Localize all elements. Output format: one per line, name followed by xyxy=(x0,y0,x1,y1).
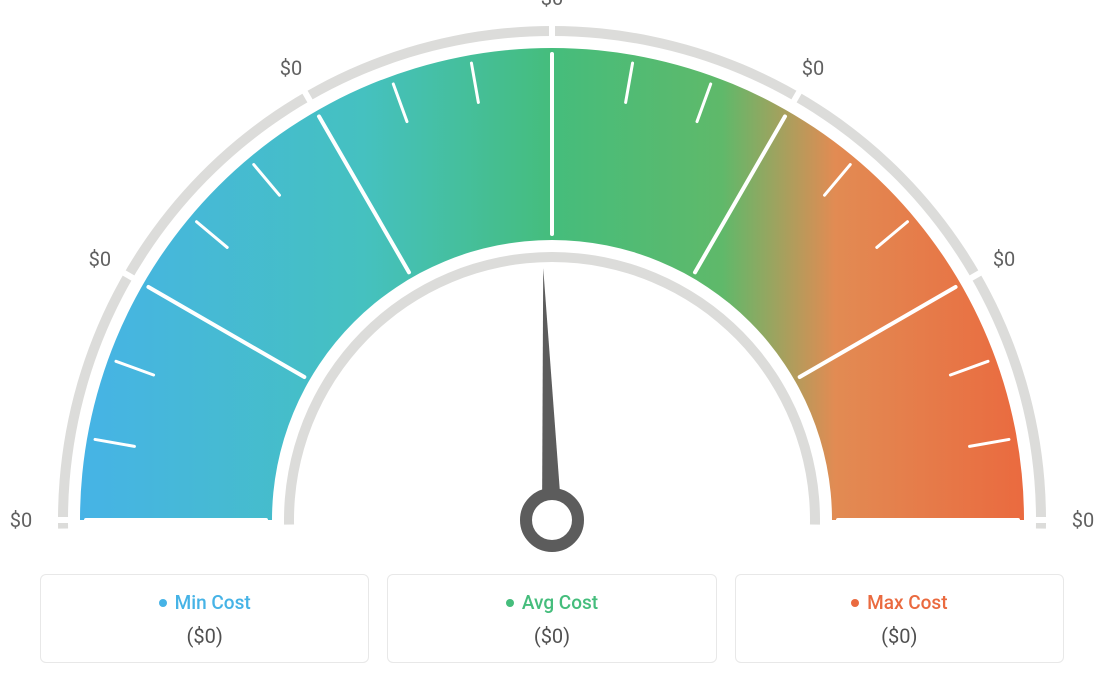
legend-value-avg: ($0) xyxy=(398,624,705,648)
gauge-tick-label: $0 xyxy=(1072,508,1094,532)
legend-card-avg: Avg Cost ($0) xyxy=(387,574,716,663)
legend-title-min: Min Cost xyxy=(159,591,251,614)
gauge-tick-label: $0 xyxy=(993,247,1015,271)
legend-value-max: ($0) xyxy=(746,624,1053,648)
gauge-tick-label: $0 xyxy=(541,0,563,10)
legend-title-avg: Avg Cost xyxy=(506,591,598,614)
legend-label: Avg Cost xyxy=(522,591,598,614)
gauge-tick-label: $0 xyxy=(280,56,302,80)
gauge-tick-label: $0 xyxy=(89,247,111,271)
legend-card-max: Max Cost ($0) xyxy=(735,574,1064,663)
gauge-chart: $0$0$0$0$0$0$0 xyxy=(52,0,1052,560)
gauge-tick-label: $0 xyxy=(10,508,32,532)
legend-card-min: Min Cost ($0) xyxy=(40,574,369,663)
dot-icon xyxy=(159,599,167,607)
dot-icon xyxy=(506,599,514,607)
gauge-svg xyxy=(52,0,1052,560)
legend-row: Min Cost ($0) Avg Cost ($0) Max Cost ($0… xyxy=(40,574,1064,663)
legend-label: Max Cost xyxy=(867,591,947,614)
legend-title-max: Max Cost xyxy=(851,591,947,614)
dot-icon xyxy=(851,599,859,607)
legend-value-min: ($0) xyxy=(51,624,358,648)
gauge-tick-label: $0 xyxy=(802,56,824,80)
legend-label: Min Cost xyxy=(175,591,251,614)
